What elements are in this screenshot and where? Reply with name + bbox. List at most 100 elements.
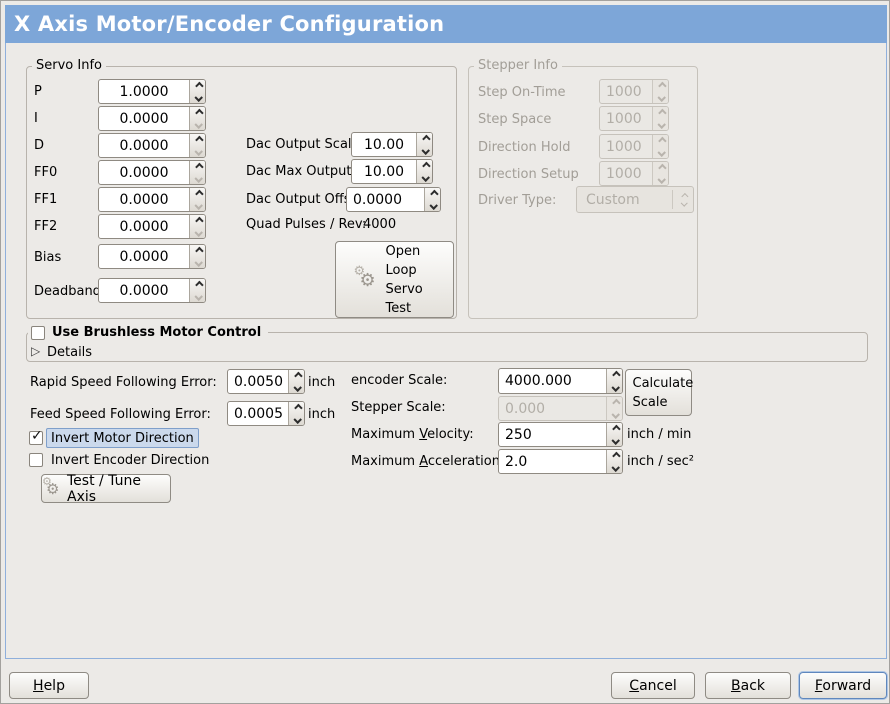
help-button[interactable]: Help [9, 672, 89, 699]
i-spinbox[interactable]: 0.0000 [98, 106, 206, 131]
spin-down-icon[interactable] [193, 292, 203, 302]
spin-up-icon[interactable] [194, 162, 204, 171]
spin-up-icon[interactable] [194, 246, 204, 255]
spin-up-icon[interactable] [293, 371, 303, 380]
d-label: D [34, 138, 45, 153]
spin-down-icon[interactable] [292, 383, 302, 393]
spin-up-icon[interactable] [611, 424, 621, 433]
dac-output-scale-value[interactable]: 10.00 [363, 136, 405, 153]
i-value[interactable]: 0.0000 [119, 110, 169, 127]
spin-down-icon[interactable] [420, 146, 430, 156]
use-brushless-label[interactable]: Use Brushless Motor Control [52, 325, 262, 340]
ff0-spinbox[interactable]: 0.0000 [98, 160, 206, 185]
dac-max-output-spinbox[interactable]: 10.00 [351, 159, 433, 184]
spin-up-icon[interactable] [194, 108, 204, 117]
invert-motor-direction-label[interactable]: Invert Motor Direction [46, 428, 199, 448]
bias-spinbox[interactable]: 0.0000 [98, 244, 206, 269]
dac-offset-spin-buttons[interactable] [424, 188, 440, 211]
spin-down-icon[interactable] [428, 201, 438, 211]
ff0-spin-buttons[interactable] [189, 161, 205, 184]
p-spin-buttons[interactable] [189, 80, 205, 103]
spin-down-icon[interactable] [610, 463, 620, 473]
d-spin-buttons[interactable] [189, 134, 205, 157]
spin-up-icon[interactable] [194, 280, 204, 289]
back-button[interactable]: Back [705, 672, 791, 699]
ff2-value[interactable]: 0.0000 [119, 218, 169, 235]
spin-down-icon[interactable] [610, 383, 620, 392]
spin-down-icon[interactable] [193, 174, 203, 184]
encoder-scale-value[interactable]: 4000.000 [505, 373, 572, 389]
deadband-spin-buttons[interactable] [189, 279, 205, 302]
spin-up-icon[interactable] [293, 403, 303, 412]
spin-up-icon[interactable] [421, 134, 431, 143]
spin-up-icon[interactable] [611, 370, 621, 380]
dac-max-output-value[interactable]: 10.00 [363, 163, 405, 180]
invert-encoder-direction-label[interactable]: Invert Encoder Direction [51, 453, 210, 468]
direction-hold-value: 1000 [606, 138, 642, 155]
calculate-scale-label: Calculate Scale [632, 375, 694, 410]
use-brushless-checkbox[interactable] [31, 326, 45, 340]
encoder-scale-spinbox[interactable]: 4000.000 [498, 368, 623, 394]
ff1-spin-buttons[interactable] [189, 188, 205, 211]
details-expander-icon[interactable]: ▷ [31, 344, 41, 358]
dac-output-scale-spinbox[interactable]: 10.00 [351, 132, 433, 157]
forward-button[interactable]: Forward [799, 672, 887, 699]
d-value[interactable]: 0.0000 [119, 137, 169, 154]
spin-down-icon[interactable] [292, 415, 302, 425]
bias-value[interactable]: 0.0000 [119, 248, 169, 265]
d-spinbox[interactable]: 0.0000 [98, 133, 206, 158]
spin-down-icon[interactable] [193, 147, 203, 157]
rapid-following-error-value[interactable]: 0.0050 [234, 373, 283, 390]
deadband-value[interactable]: 0.0000 [119, 282, 169, 299]
feed-following-error-spinbox[interactable]: 0.0005 [227, 401, 305, 426]
spin-up-icon[interactable] [194, 189, 204, 198]
p-spinbox[interactable]: 1.0000 [98, 79, 206, 104]
acceleration-spin-buttons[interactable] [606, 450, 622, 473]
spin-down-icon[interactable] [193, 228, 203, 238]
spin-down-icon[interactable] [193, 201, 203, 211]
invert-encoder-direction-checkbox[interactable] [29, 453, 43, 467]
dac-output-offset-spinbox[interactable]: 0.0000 [346, 187, 441, 212]
spin-up-icon [657, 108, 667, 117]
encoder-scale-spin-buttons[interactable] [606, 369, 622, 393]
ff1-value[interactable]: 0.0000 [119, 191, 169, 208]
ff1-spinbox[interactable]: 0.0000 [98, 187, 206, 212]
bias-spin-buttons[interactable] [189, 245, 205, 268]
details-label[interactable]: Details [47, 345, 93, 360]
cancel-button[interactable]: Cancel [611, 672, 695, 699]
spin-up-icon[interactable] [194, 81, 204, 90]
spin-up-icon[interactable] [421, 161, 431, 170]
spin-up-icon[interactable] [194, 216, 204, 225]
spin-up-icon[interactable] [611, 451, 621, 460]
feed-error-spin-buttons[interactable] [288, 402, 304, 425]
open-loop-servo-test-button[interactable]: ⚙ ⚙ Open Loop Servo Test [335, 241, 454, 318]
ff2-spinbox[interactable]: 0.0000 [98, 214, 206, 239]
rapid-following-error-spinbox[interactable]: 0.0050 [227, 369, 305, 394]
p-value[interactable]: 1.0000 [119, 83, 169, 100]
ff2-spin-buttons[interactable] [189, 215, 205, 238]
feed-following-error-value[interactable]: 0.0005 [234, 405, 283, 422]
spin-down-icon[interactable] [610, 436, 620, 446]
spin-up-icon[interactable] [429, 189, 439, 198]
spin-down-icon[interactable] [193, 93, 203, 103]
invert-motor-direction-checkbox[interactable]: ✓ [29, 428, 43, 445]
i-spin-buttons[interactable] [189, 107, 205, 130]
maximum-velocity-spinbox[interactable]: 250 [498, 422, 623, 447]
rapid-error-spin-buttons[interactable] [288, 370, 304, 393]
deadband-spinbox[interactable]: 0.0000 [98, 278, 206, 303]
spin-up-icon[interactable] [194, 135, 204, 144]
spin-down-icon[interactable] [193, 258, 203, 268]
maximum-velocity-value[interactable]: 250 [505, 426, 532, 443]
maximum-acceleration-value[interactable]: 2.0 [505, 453, 528, 470]
test-tune-axis-button[interactable]: ⚙ ⚙ Test / Tune Axis [41, 473, 171, 505]
dac-output-offset-value[interactable]: 0.0000 [353, 191, 402, 208]
calculate-scale-button[interactable]: Calculate Scale [625, 369, 694, 416]
dac-max-spin-buttons[interactable] [416, 160, 432, 183]
spin-down-icon[interactable] [193, 120, 203, 130]
maximum-acceleration-spinbox[interactable]: 2.0 [498, 449, 623, 474]
velocity-spin-buttons[interactable] [606, 423, 622, 446]
dac-scale-spin-buttons[interactable] [416, 133, 432, 156]
spin-down-icon[interactable] [420, 173, 430, 183]
ff0-value[interactable]: 0.0000 [119, 164, 169, 181]
spin-down-icon [656, 120, 666, 130]
